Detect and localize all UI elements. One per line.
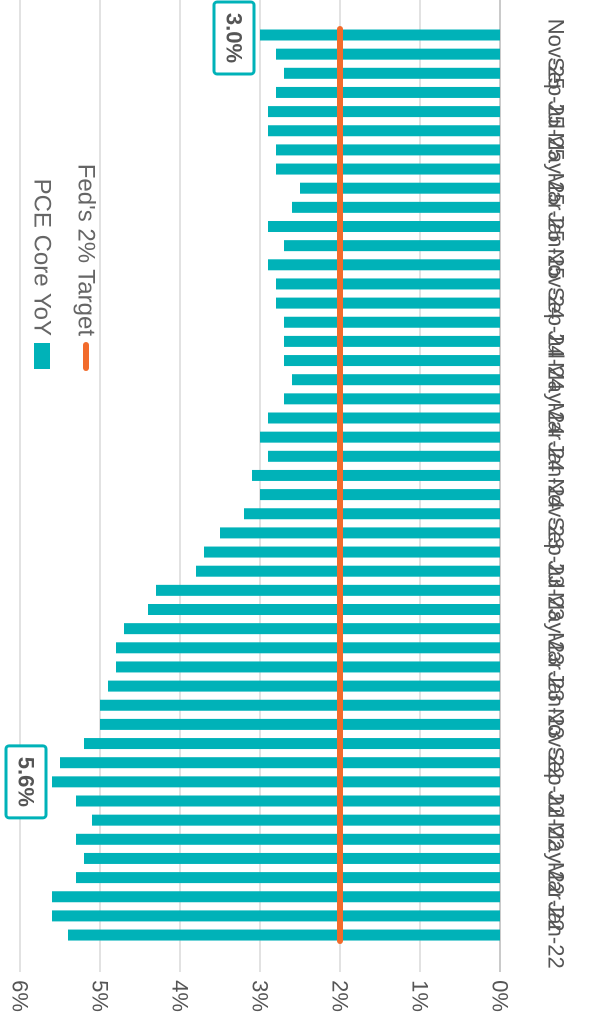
category-tick-label: Sep-22 (544, 746, 569, 817)
category-tick-label: Sep-23 (544, 517, 569, 588)
category-tick-label: Sep-24 (544, 287, 569, 358)
pce-bar (284, 67, 500, 79)
pce-bar (244, 508, 500, 520)
pce-bar (276, 48, 500, 60)
category-tick-label: Jan-24 (544, 442, 569, 509)
pce-bar (276, 163, 500, 175)
pce-bar (252, 469, 500, 481)
category-tick-label: Jul-23 (544, 560, 569, 620)
pce-bar (68, 929, 500, 941)
pce-bar (276, 278, 500, 290)
pce-bar (268, 221, 500, 232)
pce-bar (260, 489, 500, 501)
pce-bar (52, 776, 500, 788)
pce-bar (268, 412, 500, 424)
pce-bar (84, 738, 500, 750)
pce-bar (76, 872, 500, 884)
category-tick-label: Jul-22 (544, 790, 569, 850)
callout-label: 5.6% (14, 757, 39, 807)
pce-bar (284, 240, 500, 252)
category-tick-label: Nov-22 (544, 708, 569, 779)
pce-bar (220, 527, 500, 539)
value-tick-label: 0% (488, 980, 513, 1012)
pce-bar (84, 852, 500, 864)
pce-bar (268, 106, 500, 118)
category-tick-label: Mar-24 (544, 402, 569, 472)
pce-bar (268, 125, 500, 137)
legend-item-target: Fed's 2% Target (73, 164, 100, 371)
category-tick-label: Jan-25 (544, 212, 569, 279)
value-tick-label: 2% (328, 980, 353, 1012)
pce-bar (300, 182, 500, 194)
pce-bar (268, 450, 500, 462)
legend: PCE Core YoY Fed's 2% Target (29, 164, 100, 371)
value-callout: 5.6% (4, 744, 48, 820)
pce-bar (268, 259, 500, 271)
category-tick-label: Nov-24 (544, 248, 569, 319)
pce-bar (116, 661, 500, 673)
callout-label: 3.0% (222, 13, 247, 63)
pce-bar (52, 891, 500, 903)
category-tick-label: Mar-23 (544, 632, 569, 702)
category-tick-label: May-25 (544, 132, 569, 205)
pce-bar (76, 833, 500, 845)
pce-bar (292, 201, 500, 213)
legend-label-target: Fed's 2% Target (73, 164, 100, 337)
pce-bar (260, 431, 500, 443)
pce-bar (284, 355, 500, 367)
pce-bar (204, 546, 500, 558)
value-tick-label: 6% (8, 980, 33, 1012)
category-tick-label: Jan-22 (544, 901, 569, 968)
category-tick-label: Jan-23 (544, 672, 569, 739)
category-tick-label: Jul-24 (544, 331, 569, 391)
callout-box (4, 744, 48, 820)
pce-bar (196, 565, 500, 577)
legend-item-pce: PCE Core YoY (29, 179, 56, 369)
pce-bar (116, 642, 500, 654)
pce-bar (100, 699, 500, 711)
pce-bar (124, 623, 500, 635)
value-tick-label: 4% (168, 980, 193, 1012)
pce-bar (60, 757, 500, 769)
bars-layer (52, 29, 500, 941)
category-tick-label: Nov-23 (544, 478, 569, 549)
pce-bar (276, 86, 500, 98)
category-tick-label: May-23 (544, 592, 569, 665)
category-tick-label: Mar-22 (544, 862, 569, 932)
pce-bar (100, 718, 500, 730)
value-tick-label: 1% (408, 980, 433, 1012)
value-tick-label: 3% (248, 980, 273, 1012)
pce-bar (284, 335, 500, 347)
pce-bar (260, 29, 500, 41)
pce-bar (276, 297, 500, 309)
pce-bar (92, 814, 500, 826)
pce-bar (76, 795, 500, 807)
category-tick-label: May-24 (544, 362, 569, 435)
pce-bar (284, 393, 500, 405)
category-tick-label: Sep-25 (544, 57, 569, 128)
legend-swatch-pce (34, 343, 50, 369)
category-tick-label: Nov-25 (544, 19, 569, 90)
pce-bar (156, 584, 500, 596)
pce-bar (276, 144, 500, 156)
pce-bar (148, 604, 500, 615)
pce-bar (52, 910, 500, 922)
callouts: 5.6% 3.0% (4, 0, 256, 820)
callout-box (212, 0, 256, 76)
pce-bar (108, 680, 500, 692)
legend-label-pce: PCE Core YoY (29, 179, 56, 336)
category-tick-label: May-22 (544, 822, 569, 895)
pce-bar (292, 374, 500, 386)
category-tick-label: Mar-25 (544, 173, 569, 243)
axis-ticks: 0%1%2%3%4%5%6%Jan-22Mar-22May-22Jul-22Se… (8, 19, 569, 1012)
category-tick-label: Jul-25 (544, 101, 569, 161)
pce-bar (284, 316, 500, 328)
value-callout: 3.0% (212, 0, 256, 76)
value-tick-label: 5% (88, 980, 113, 1012)
